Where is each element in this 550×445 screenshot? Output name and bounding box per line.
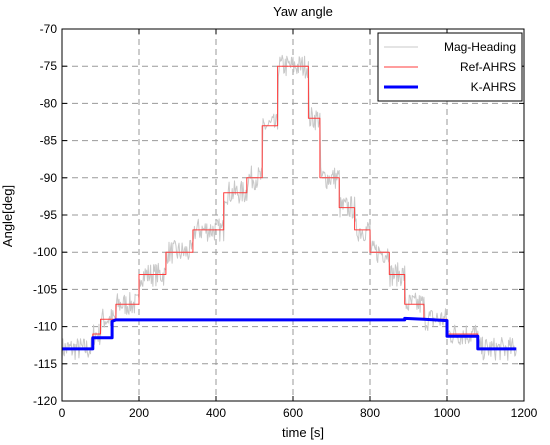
x-axis-label: time [s] xyxy=(282,425,324,440)
x-tick-label: 200 xyxy=(129,406,149,420)
x-tick-label: 0 xyxy=(59,406,66,420)
y-tick-label: -95 xyxy=(40,208,58,222)
plot-series xyxy=(61,54,517,361)
x-tick-label: 800 xyxy=(360,406,380,420)
series-line-ref-ahrs xyxy=(62,65,517,350)
legend: Mag-Heading Ref-AHRS K-AHRS xyxy=(377,32,523,102)
y-tick-label: -80 xyxy=(40,96,58,110)
y-axis-label: Angle[deg] xyxy=(0,185,15,247)
legend-label-mag-heading: Mag-Heading xyxy=(444,40,516,54)
y-tick-label: -105 xyxy=(33,282,57,296)
x-tick-label: 1200 xyxy=(511,406,538,420)
y-tick-label: -110 xyxy=(34,320,57,334)
x-tick-label: 600 xyxy=(283,406,303,420)
series-line-mag-heading xyxy=(61,54,517,361)
series-line-k-ahrs xyxy=(62,316,517,351)
y-tick-label: -100 xyxy=(33,245,57,259)
axis-ticks: 0 200 400 600 800 1000 1200 -120 -115 -110 -105 -10… xyxy=(33,22,538,420)
y-tick-label: -70 xyxy=(40,22,58,36)
y-tick-label: -75 xyxy=(40,59,58,73)
y-tick-label: -90 xyxy=(40,171,58,185)
x-tick-label: 1000 xyxy=(434,406,461,420)
chart-title: Yaw angle xyxy=(273,4,333,19)
y-tick-label: -120 xyxy=(33,394,57,408)
legend-label-ref-ahrs: Ref-AHRS xyxy=(460,60,516,74)
x-tick-label: 400 xyxy=(206,406,226,420)
y-tick-label: -85 xyxy=(40,134,58,148)
y-tick-label: -115 xyxy=(34,357,57,371)
legend-label-k-ahrs: K-AHRS xyxy=(471,80,516,94)
